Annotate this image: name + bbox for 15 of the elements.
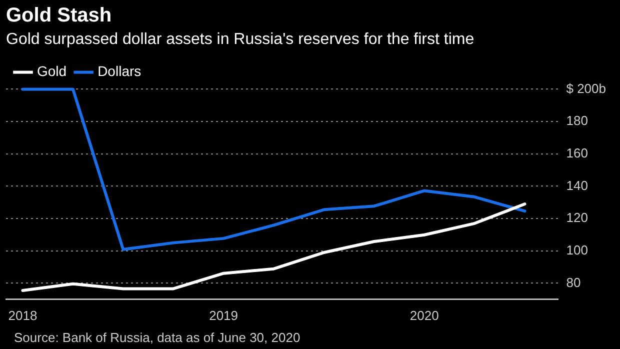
y-tick-label: 80 [566,274,581,290]
x-tick-label: 2018 [8,308,38,323]
legend-label: Gold [37,63,67,80]
y-tick-label: 180 [566,113,588,128]
x-tick-label: 2020 [410,308,439,323]
x-tick-label: 2019 [209,308,238,323]
y-tick-label: 140 [566,178,588,193]
legend-label: Dollars [98,63,142,80]
source-note: Source: Bank of Russia, data as of June 30, 2020 [14,330,300,346]
y-tick-label: 100 [566,242,588,258]
chart-subtitle: Gold surpassed dollar assets in Russia's reserves for the first time [6,31,474,48]
y-tick-label: 160 [566,145,588,160]
y-tick-label: $ 200b [566,80,606,96]
y-tick-label: 120 [566,210,588,226]
chart-title: Gold Stash [6,4,112,27]
